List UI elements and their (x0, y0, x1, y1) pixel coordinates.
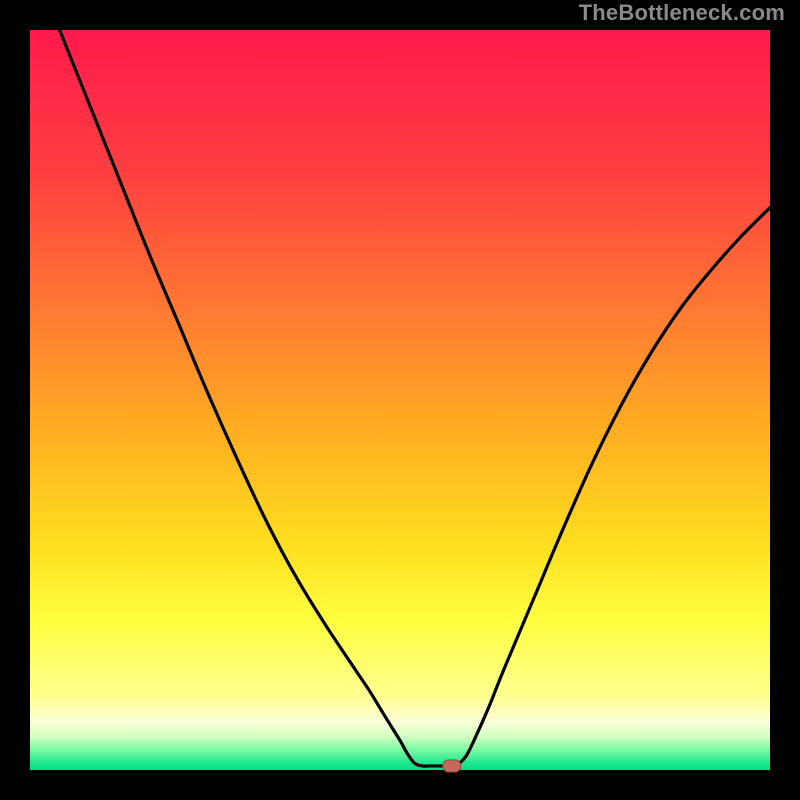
chart-frame: TheBottleneck.com (0, 0, 800, 800)
plot-background (30, 30, 770, 770)
optimum-marker (443, 760, 461, 772)
bottleneck-chart (0, 0, 800, 800)
watermark-text: TheBottleneck.com (579, 0, 785, 26)
